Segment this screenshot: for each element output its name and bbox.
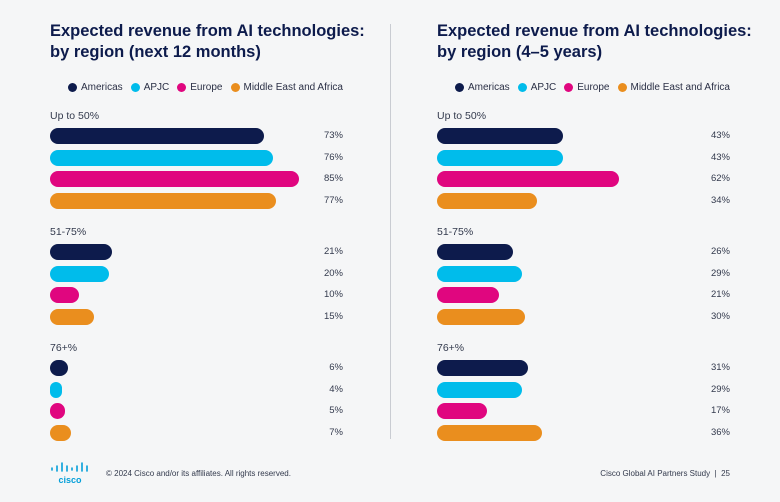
- legend-item: Americas: [455, 82, 510, 93]
- value-label: 6%: [329, 362, 343, 373]
- legend-label: Middle East and Africa: [630, 82, 731, 93]
- category-label: 76+%: [437, 342, 465, 354]
- bar: [50, 266, 109, 282]
- value-label: 17%: [710, 405, 730, 416]
- value-label: 31%: [710, 362, 730, 373]
- category-label: Up to 50%: [437, 110, 487, 122]
- legend-item: Americas: [68, 82, 123, 93]
- chart-title: Expected revenue from AI technologies: by…: [437, 21, 757, 63]
- chart-title-line: by region (next 12 months): [50, 43, 261, 61]
- bar: [437, 171, 619, 187]
- bar: [437, 150, 563, 166]
- bar: [50, 309, 94, 325]
- value-label: 5%: [329, 405, 343, 416]
- bar: [437, 128, 563, 144]
- value-label: 73%: [323, 130, 343, 141]
- legend-swatch: [617, 83, 627, 92]
- category-label: 76+%: [50, 342, 78, 354]
- legend-label: Americas: [81, 82, 123, 93]
- bar: [50, 171, 300, 187]
- value-label: 30%: [710, 311, 730, 322]
- value-label: 26%: [710, 246, 730, 257]
- chart-title: Expected revenue from AI technologies: by…: [50, 21, 370, 63]
- value-label: 4%: [329, 384, 343, 395]
- legend-label: Europe: [577, 82, 610, 93]
- legend-label: APJC: [143, 82, 170, 93]
- legend-item: APJC: [130, 82, 170, 93]
- bar: [437, 382, 522, 398]
- bar: [50, 403, 65, 419]
- bar: [437, 266, 522, 282]
- value-label: 62%: [710, 173, 730, 184]
- category-label: Up to 50%: [50, 110, 100, 122]
- bar: [50, 128, 264, 144]
- category-label: 51-75%: [50, 226, 87, 238]
- legend-swatch: [455, 83, 464, 92]
- svg-text:cisco: cisco: [58, 475, 82, 484]
- copyright: © 2024 Cisco and/or its affiliates. All …: [106, 469, 291, 478]
- legend-swatch: [230, 83, 240, 92]
- value-label: 15%: [323, 311, 343, 322]
- chart-title-line: Expected revenue from AI technologies:: [50, 22, 365, 40]
- value-label: 77%: [323, 195, 343, 206]
- legend-item: Europe: [177, 82, 223, 93]
- chart-title-line: Expected revenue from AI technologies:: [437, 22, 752, 40]
- legend-swatch: [68, 83, 77, 92]
- bar: [50, 382, 62, 398]
- legend-swatch: [517, 83, 527, 92]
- legend-label: Europe: [190, 82, 223, 93]
- value-label: 29%: [710, 268, 730, 279]
- value-label: 43%: [710, 130, 730, 141]
- legend-item: Europe: [564, 82, 610, 93]
- legend-item: Middle East and Africa: [617, 82, 731, 93]
- value-label: 20%: [323, 268, 343, 279]
- bar: [437, 287, 499, 303]
- chart-left: Expected revenue from AI technologies: by…: [50, 0, 365, 450]
- bar: [437, 360, 528, 376]
- bar: [50, 150, 273, 166]
- cisco-logo: cisco: [51, 462, 88, 484]
- value-label: 10%: [323, 289, 343, 300]
- study-page: Cisco Global AI Partners Study | 25: [600, 469, 730, 478]
- value-label: 7%: [329, 427, 343, 438]
- bar: [437, 193, 537, 209]
- bar: [50, 360, 68, 376]
- bar: [50, 425, 71, 441]
- value-label: 29%: [710, 384, 730, 395]
- legend-label: Middle East and Africa: [243, 82, 344, 93]
- bar: [50, 244, 112, 260]
- bar: [50, 193, 276, 209]
- legend-label: APJC: [530, 82, 557, 93]
- legend-item: Middle East and Africa: [230, 82, 344, 93]
- category-label: 51-75%: [437, 226, 474, 238]
- divider: [390, 24, 391, 439]
- legend-label: Americas: [468, 82, 510, 93]
- value-label: 76%: [323, 152, 343, 163]
- value-label: 85%: [323, 173, 343, 184]
- legend-swatch: [130, 83, 140, 92]
- value-label: 34%: [710, 195, 730, 206]
- legend-swatch: [564, 83, 574, 92]
- bar: [437, 403, 487, 419]
- legend: Americas APJC Europe Middle East and Africa: [455, 82, 730, 93]
- bar: [437, 309, 525, 325]
- value-label: 21%: [710, 289, 730, 300]
- bar: [437, 244, 514, 260]
- legend: Americas APJC Europe Middle East and Africa: [68, 82, 343, 93]
- value-label: 43%: [710, 152, 730, 163]
- value-label: 36%: [710, 427, 730, 438]
- legend-item: APJC: [517, 82, 557, 93]
- value-label: 21%: [323, 246, 343, 257]
- chart-title-line: by region (4–5 years): [437, 43, 603, 61]
- bar: [50, 287, 80, 303]
- legend-swatch: [177, 83, 187, 92]
- chart-right: Expected revenue from AI technologies: by…: [437, 0, 752, 450]
- bar: [437, 425, 543, 441]
